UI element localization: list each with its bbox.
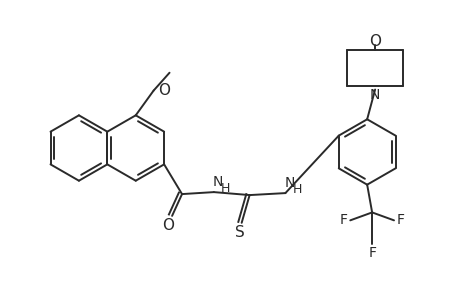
Text: F: F [339,213,347,227]
Text: N: N [369,88,380,101]
Text: H: H [221,182,230,195]
Text: F: F [396,213,404,227]
Text: S: S [234,225,244,240]
Text: N: N [284,176,294,190]
Text: O: O [158,83,170,98]
Text: N: N [212,175,223,189]
Text: O: O [368,34,381,49]
Text: H: H [292,183,302,196]
Text: F: F [367,246,375,260]
Text: O: O [162,218,174,233]
